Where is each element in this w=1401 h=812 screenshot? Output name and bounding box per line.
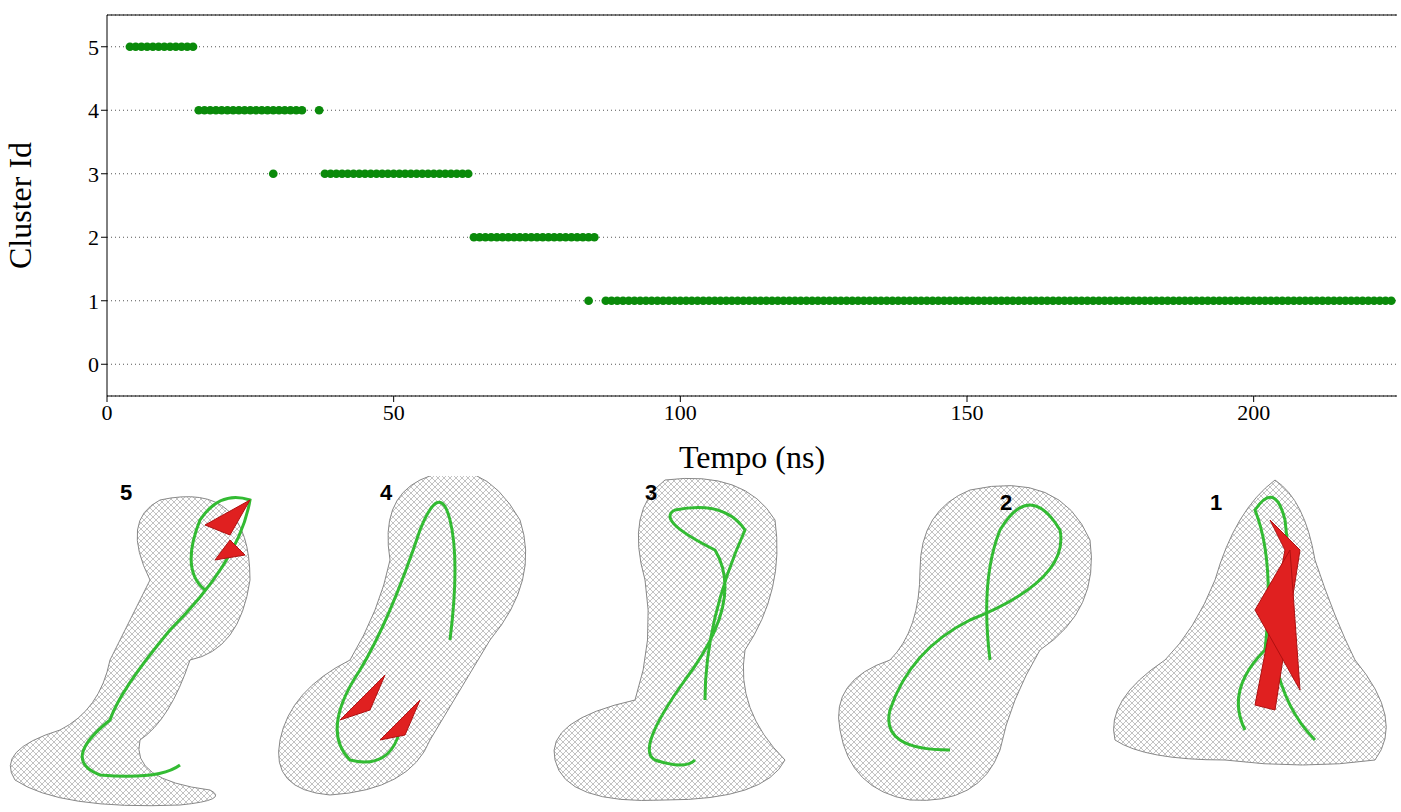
svg-text:Tempo (ns): Tempo (ns) xyxy=(679,439,825,475)
svg-text:100: 100 xyxy=(664,400,697,425)
svg-text:1: 1 xyxy=(1210,490,1222,515)
svg-text:5: 5 xyxy=(88,35,99,60)
svg-text:200: 200 xyxy=(1237,400,1270,425)
svg-text:2: 2 xyxy=(1000,490,1012,515)
svg-text:150: 150 xyxy=(951,400,984,425)
svg-text:1: 1 xyxy=(88,289,99,314)
svg-text:5: 5 xyxy=(120,480,132,505)
svg-text:Cluster Id: Cluster Id xyxy=(2,142,38,269)
svg-text:3: 3 xyxy=(645,480,657,505)
svg-text:4: 4 xyxy=(88,98,99,123)
svg-text:0: 0 xyxy=(88,352,99,377)
svg-text:3: 3 xyxy=(88,162,99,187)
svg-text:50: 50 xyxy=(383,400,405,425)
svg-text:4: 4 xyxy=(380,480,393,505)
svg-text:0: 0 xyxy=(102,400,113,425)
svg-text:2: 2 xyxy=(88,225,99,250)
